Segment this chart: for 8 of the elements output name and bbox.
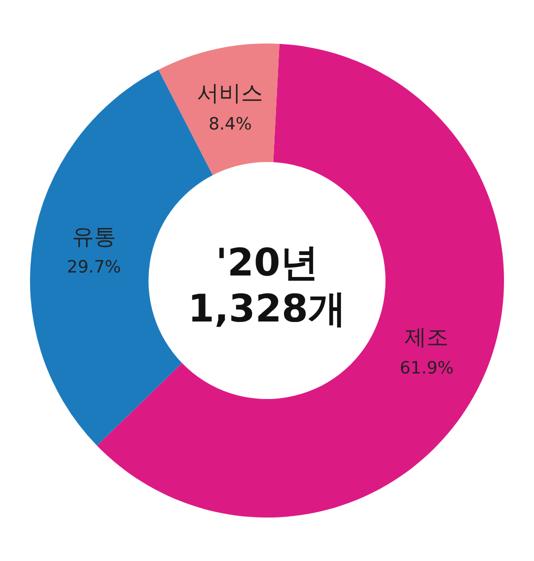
slice-label: 서비스 <box>197 82 264 107</box>
slice-label: 제조 <box>404 326 449 351</box>
text: 1,328개 <box>188 286 346 330</box>
data-label: 61.9% <box>400 358 454 378</box>
data-label: 29.7% <box>66 258 121 278</box>
slice-label: 유통 <box>72 224 116 250</box>
data-label: 8.4% <box>208 114 252 134</box>
text: '20년 <box>216 240 318 284</box>
